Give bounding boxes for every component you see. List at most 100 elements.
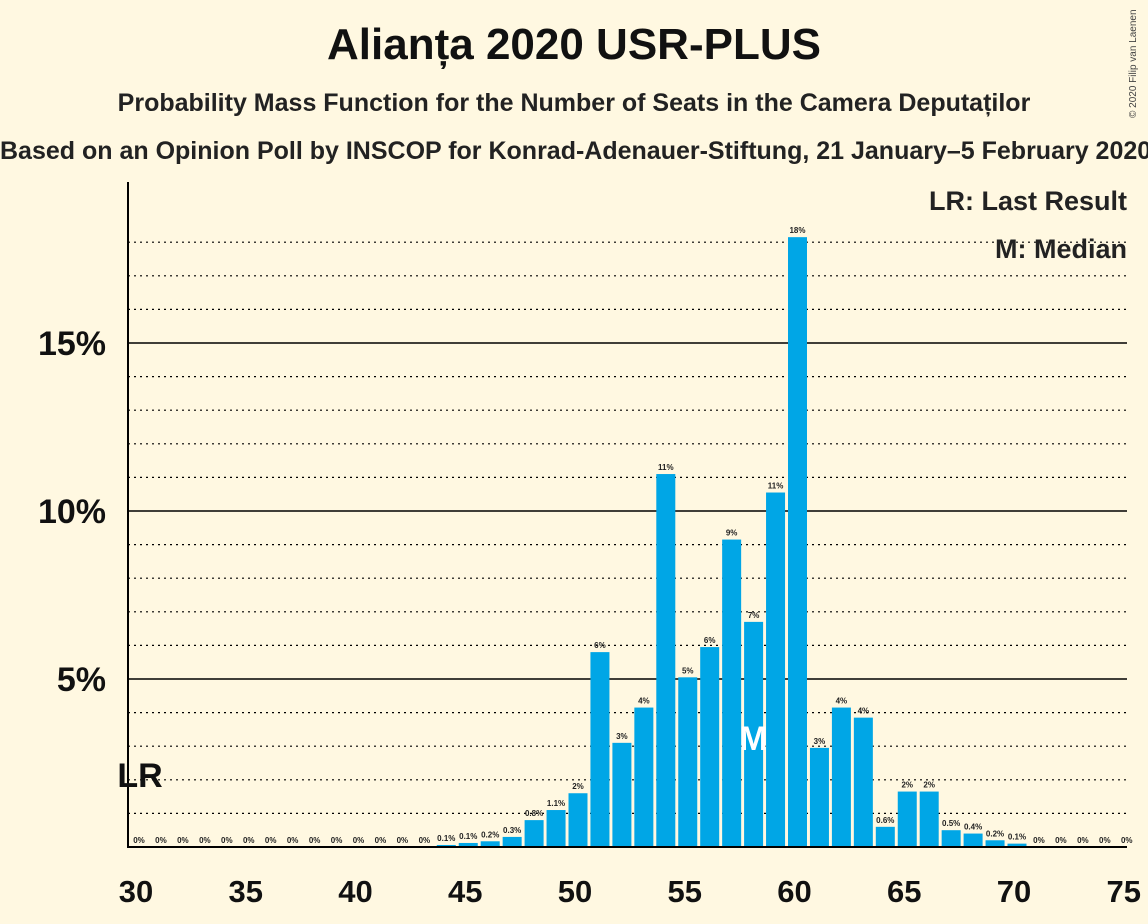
- bar-label-seats-49: 1.1%: [547, 799, 565, 808]
- x-tick-75: 75: [1107, 874, 1141, 909]
- bar-seats-52: [612, 742, 632, 847]
- bar-seats-67: [941, 830, 961, 847]
- bar-label-seats-61: 3%: [814, 737, 826, 746]
- bar-label-seats-32: 0%: [177, 836, 189, 845]
- chart-source: Based on an Opinion Poll by INSCOP for K…: [0, 137, 1148, 165]
- y-tick-10: 10%: [38, 493, 106, 531]
- bar-label-seats-56: 6%: [704, 636, 716, 645]
- bar-seats-50: [568, 793, 588, 847]
- bar-label-seats-33: 0%: [199, 836, 211, 845]
- bar-label-seats-62: 4%: [836, 697, 848, 706]
- legend-median: M: Median: [995, 234, 1127, 264]
- bar-label-seats-72: 0%: [1055, 836, 1067, 845]
- y-tick-labels: 5% 10% 15%: [38, 325, 106, 699]
- bar-seats-66: [919, 791, 939, 847]
- bar-label-seats-44: 0.1%: [437, 834, 455, 843]
- bar-label-seats-53: 4%: [638, 697, 650, 706]
- grid-lines: [128, 241, 1127, 815]
- bar-label-seats-55: 5%: [682, 666, 694, 675]
- x-tick-50: 50: [558, 874, 592, 909]
- chart-subtitle: Probability Mass Function for the Number…: [117, 89, 1031, 117]
- bar-label-seats-45: 0.1%: [459, 832, 477, 841]
- bar-seats-45: [458, 842, 478, 847]
- bar-seats-68: [963, 833, 983, 847]
- bar-label-seats-65: 2%: [901, 781, 913, 790]
- legend-last-result: LR: Last Result: [929, 186, 1127, 216]
- bar-seats-49: [546, 810, 566, 847]
- x-tick-60: 60: [777, 874, 811, 909]
- x-tick-40: 40: [338, 874, 372, 909]
- bar-label-seats-41: 0%: [375, 836, 387, 845]
- bar-label-seats-66: 2%: [923, 781, 935, 790]
- bar-seats-65: [897, 791, 917, 847]
- bar-label-seats-39: 0%: [331, 836, 343, 845]
- bar-label-seats-42: 0%: [397, 836, 409, 845]
- last-result-marker: LR: [117, 757, 162, 795]
- bar-label-seats-38: 0%: [309, 836, 321, 845]
- bar-seats-69: [985, 840, 1005, 847]
- bar-seats-51: [590, 652, 610, 847]
- bar-label-seats-70: 0.1%: [1008, 833, 1026, 842]
- bar-labels: 0% 0% 0% 0% 0% 0% 0% 0% 0% 0% 0% 0% 0% 0% 0.1% 0.1% 0.2%…: [133, 226, 1132, 845]
- bar-label-seats-60: 18%: [789, 226, 805, 235]
- bar-seats-61: [809, 747, 829, 847]
- bar-label-seats-35: 0%: [243, 836, 255, 845]
- x-tick-30: 30: [119, 874, 153, 909]
- bar-label-seats-36: 0%: [265, 836, 277, 845]
- bar-label-seats-63: 4%: [858, 707, 870, 716]
- bar-label-seats-46: 0.2%: [481, 830, 499, 839]
- bar-label-seats-50: 2%: [572, 782, 584, 791]
- bar-seats-59: [766, 492, 786, 847]
- bar-seats-60: [788, 237, 807, 847]
- bar-label-seats-74: 0%: [1099, 836, 1111, 845]
- bar-label-seats-48: 0.8%: [525, 809, 543, 818]
- bar-label-seats-43: 0%: [419, 836, 431, 845]
- bar-label-seats-68: 0.4%: [964, 823, 982, 832]
- bar-label-seats-67: 0.5%: [942, 819, 960, 828]
- bar-label-seats-64: 0.6%: [876, 816, 894, 825]
- bar-seats-55: [678, 677, 698, 847]
- bar-seats-53: [634, 707, 654, 847]
- bar-label-seats-71: 0%: [1033, 836, 1045, 845]
- bar-seats-47: [502, 836, 522, 847]
- x-tick-45: 45: [448, 874, 482, 909]
- bar-label-seats-51: 6%: [594, 641, 606, 650]
- bar-seats-44: [436, 844, 456, 847]
- bars: [436, 237, 1027, 847]
- axes: [127, 182, 1127, 848]
- bar-label-seats-52: 3%: [616, 732, 628, 741]
- bar-seats-54: [656, 474, 676, 847]
- bar-label-seats-75: 0%: [1121, 836, 1133, 845]
- bar-seats-48: [524, 820, 544, 847]
- median-marker: M: [739, 720, 767, 758]
- bar-seats-56: [700, 647, 720, 847]
- bar-label-seats-54: 11%: [658, 463, 674, 472]
- bar-seats-57: [722, 539, 742, 847]
- bar-seats-46: [480, 841, 500, 847]
- x-tick-35: 35: [229, 874, 263, 909]
- bar-label-seats-34: 0%: [221, 836, 233, 845]
- bar-label-seats-58: 7%: [748, 611, 760, 620]
- bar-label-seats-40: 0%: [353, 836, 365, 845]
- x-tick-labels: 30 35 40 45 50 55 60 65 70 75: [119, 874, 1141, 909]
- bar-seats-58: [744, 621, 764, 847]
- y-tick-5: 5%: [57, 661, 106, 699]
- bar-label-seats-59: 11%: [768, 482, 784, 491]
- bar-label-seats-37: 0%: [287, 836, 299, 845]
- bar-label-seats-30: 0%: [133, 836, 145, 845]
- y-tick-15: 15%: [38, 325, 106, 363]
- bar-label-seats-69: 0.2%: [986, 829, 1004, 838]
- bar-label-seats-57: 9%: [726, 529, 738, 538]
- bar-seats-62: [831, 707, 851, 847]
- bar-label-seats-47: 0.3%: [503, 826, 521, 835]
- x-tick-55: 55: [668, 874, 702, 909]
- bar-seats-63: [853, 717, 873, 847]
- chart-title: Alianța 2020 USR-PLUS: [327, 20, 821, 69]
- bar-label-seats-73: 0%: [1077, 836, 1089, 845]
- bar-seats-70: [1007, 843, 1027, 847]
- bar-seats-64: [875, 826, 895, 847]
- x-tick-70: 70: [997, 874, 1031, 909]
- x-tick-65: 65: [887, 874, 921, 909]
- bar-label-seats-31: 0%: [155, 836, 167, 845]
